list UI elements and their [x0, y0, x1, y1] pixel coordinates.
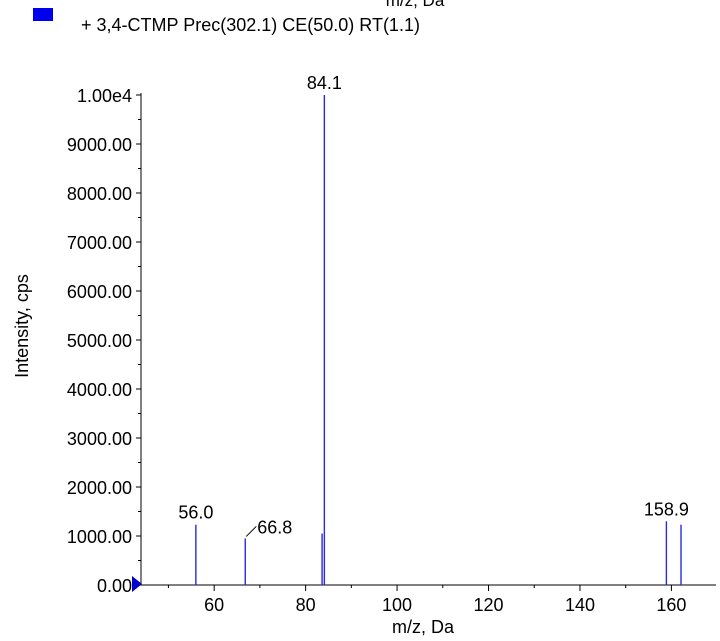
- y-axis-label: Intensity, cps: [12, 274, 32, 378]
- peak-label: 158.9: [644, 499, 689, 519]
- peak-label: 66.8: [257, 517, 292, 537]
- legend-swatch: [33, 8, 53, 21]
- peak-label: 84.1: [307, 73, 342, 93]
- y-tick-label: 8000.00: [67, 184, 132, 204]
- y-tick-label: 7000.00: [67, 233, 132, 253]
- peak-label-leader: [245, 526, 257, 537]
- y-tick-label: 3000.00: [67, 429, 132, 449]
- y-tick-label: 0.00: [97, 576, 132, 596]
- x-tick-label: 100: [382, 595, 412, 615]
- x-tick-label: 80: [296, 595, 316, 615]
- axes: 0.00 1000.00 2000.00 3000.00 4000.00 5000.00 6…: [67, 86, 716, 615]
- x-axis-label: m/z, Da: [392, 617, 455, 637]
- peaks: 56.0 66.8 84.1 158.9: [178, 73, 689, 585]
- x-tick-label: 160: [656, 595, 686, 615]
- y-tick-label: 1.00e4: [77, 86, 132, 106]
- cut-axis-label: m/z, Da: [386, 0, 445, 10]
- y-tick-label: 1000.00: [67, 527, 132, 547]
- y-tick-label: 5000.00: [67, 331, 132, 351]
- range-marker-icon: [132, 576, 142, 592]
- y-tick-label: 9000.00: [67, 135, 132, 155]
- x-tick-label: 140: [565, 595, 595, 615]
- y-tick-label: 2000.00: [67, 478, 132, 498]
- x-tick-label: 60: [204, 595, 224, 615]
- peak-label: 56.0: [178, 503, 213, 523]
- x-tick-label: 120: [473, 595, 503, 615]
- y-tick-label: 4000.00: [67, 380, 132, 400]
- legend-label: + 3,4-CTMP Prec(302.1) CE(50.0) RT(1.1): [81, 15, 420, 35]
- y-tick-label: 6000.00: [67, 282, 132, 302]
